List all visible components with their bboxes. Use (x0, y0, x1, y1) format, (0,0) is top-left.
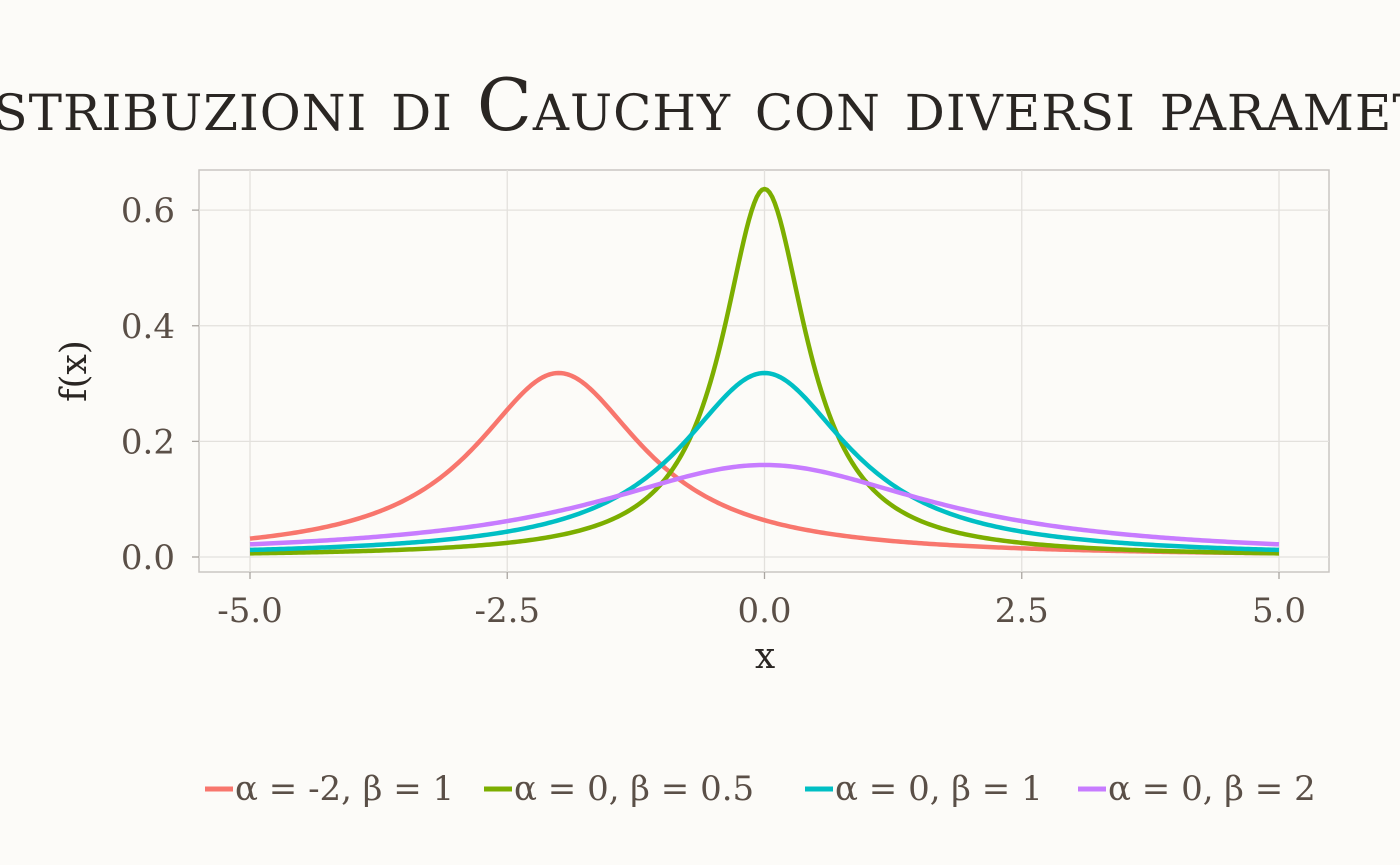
legend-label: α = 0, β = 1 (835, 769, 1043, 809)
legend-label: α = 0, β = 0.5 (514, 769, 754, 809)
legend-item: α = 0, β = 0.5 (484, 769, 754, 809)
y-axis-label: f(x) (54, 340, 95, 402)
x-tick-label: 5.0 (1252, 591, 1306, 631)
legend-item: α = 0, β = 1 (805, 769, 1043, 809)
chart-title: Distribuzioni di Cauchy con diversi para… (0, 63, 1400, 147)
y-tick-label: 0.0 (121, 538, 175, 578)
legend-item: α = -2, β = 1 (205, 769, 454, 809)
x-tick-label: -2.5 (474, 591, 540, 631)
legend-label: α = 0, β = 2 (1108, 769, 1316, 809)
grid-lines (199, 170, 1329, 572)
x-tick-label: -5.0 (217, 591, 283, 631)
x-axis-label: x (755, 636, 775, 677)
y-axis-ticks: 0.0 0.2 0.4 0.6 (121, 191, 199, 578)
y-tick-label: 0.6 (121, 191, 175, 231)
series-line-3 (249, 370, 1280, 553)
x-tick-label: 0.0 (737, 591, 791, 631)
legend: α = -2, β = 1 α = 0, β = 0.5 α = 0, β = 1 α… (205, 769, 1316, 809)
y-tick-label: 0.2 (121, 422, 175, 462)
x-axis-ticks: -5.0 -2.5 0.0 2.5 5.0 (217, 572, 1306, 631)
legend-item: α = 0, β = 2 (1078, 769, 1316, 809)
series-lines (249, 186, 1280, 556)
series-line-2 (249, 186, 1280, 556)
legend-label: α = -2, β = 1 (235, 769, 454, 809)
x-tick-label: 2.5 (995, 591, 1049, 631)
series-line-4 (249, 462, 1280, 547)
y-tick-label: 0.4 (121, 307, 175, 347)
